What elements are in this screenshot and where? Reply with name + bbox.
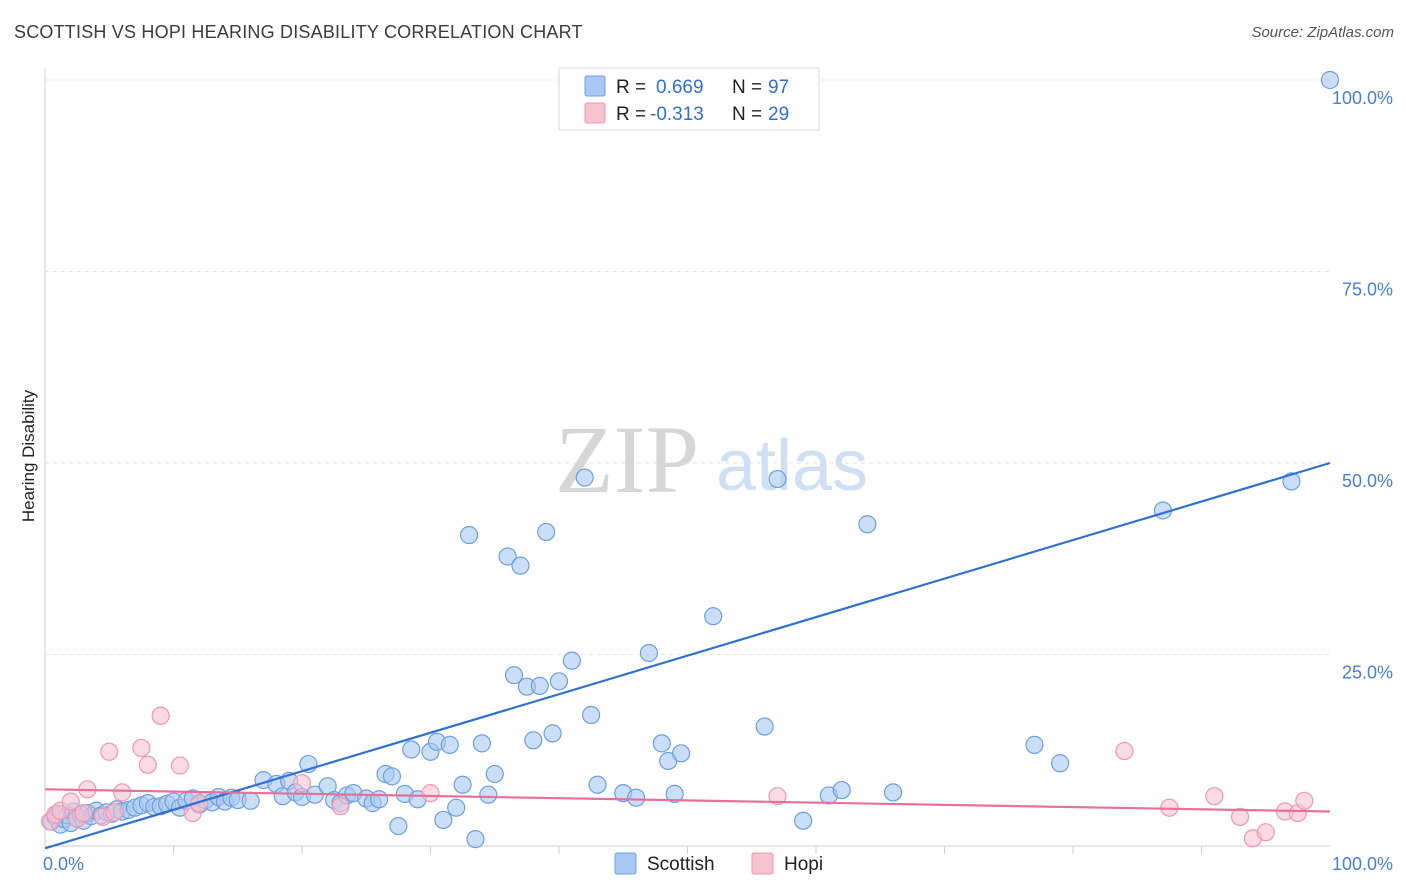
legend-label-scottish: Scottish [647,854,715,875]
point-hopi [1230,807,1250,826]
point-scottish [549,672,569,691]
x-tick-label-max: 100.0% [1332,854,1393,874]
point-hopi [74,803,93,823]
point-hopi [292,774,312,793]
point-scottish [530,676,549,696]
stats-n-value-scottish: 97 [768,77,789,98]
stats-r-label-hopi: R = [616,104,646,125]
point-scottish [504,666,524,685]
point-hopi [100,742,119,761]
point-hopi [1295,791,1314,810]
point-hopi [138,755,157,774]
axes [44,68,1330,847]
point-scottish [434,810,453,830]
point-hopi [768,787,787,806]
point-hopi [105,803,124,822]
point-scottish [832,780,851,800]
point-scottish [794,811,813,830]
point-scottish [498,547,517,566]
legend-swatch-hopi [751,852,774,875]
legend-swatch-scottish [614,852,637,875]
point-hopi [1256,823,1275,842]
point-scottish [671,744,691,763]
point-scottish [1320,70,1340,90]
point-scottish [459,525,479,545]
stats-r-value-scottish: 0.669 [656,77,704,98]
y-tick-label: 100.0% [1332,88,1393,108]
stats-n-value-hopi: 29 [768,104,789,125]
point-scottish [543,724,562,743]
point-scottish [704,607,723,626]
point-scottish [537,522,556,542]
trend-line-hopi [44,788,1331,813]
point-scottish [485,764,504,784]
stats-legend: R = 0.669 N = 97 R = -0.313 N = 29 [558,67,820,131]
watermark-atlas: atlas [716,426,868,506]
point-hopi [112,783,132,802]
point-scottish [588,775,607,794]
trend-lines [44,461,1331,850]
point-hopi [1115,741,1134,761]
stats-legend-swatch-scottish [584,75,606,97]
point-hopi [1205,787,1224,806]
watermark-zip: ZIP [555,406,699,513]
legend-label-hopi: Hopi [784,854,823,875]
y-tick-label: 50.0% [1342,471,1393,491]
stats-legend-swatch-hopi [584,102,606,124]
x-tick-label-min: 0.0% [43,854,84,874]
x-tick-labels: 0.0% 100.0% [43,854,1393,874]
watermark: ZIP atlas [555,406,868,513]
stats-r-value-hopi: -0.313 [650,104,704,125]
stats-n-label-scottish: N = [732,77,762,98]
source-note: Source: ZipAtlas.com [1251,24,1394,41]
point-scottish [453,775,472,794]
point-scottish [524,731,543,750]
point-scottish [768,469,787,489]
point-hopi [132,738,151,758]
y-tick-label: 75.0% [1342,280,1393,300]
stats-n-label-hopi: N = [732,104,762,125]
y-tick-label: 25.0% [1342,663,1393,683]
point-scottish [479,785,498,804]
point-scottish [472,734,491,753]
y-tick-labels: 25.0% 50.0% 75.0% 100.0% [1332,88,1393,683]
point-scottish [639,643,659,663]
point-scottish [665,784,684,804]
series-legend: Scottish Hopi [614,852,823,875]
point-scottish [511,556,530,575]
point-hopi [170,756,190,775]
point-scottish [1282,472,1301,491]
point-scottish [402,740,421,759]
chart-title: SCOTTISH VS HOPI HEARING DISABILITY CORR… [14,22,583,42]
point-scottish [389,816,408,836]
y-axis-title: Hearing Disability [19,389,38,522]
point-scottish [883,783,903,802]
point-scottish [858,515,877,534]
point-hopi [61,792,80,811]
point-scottish [575,468,594,487]
point-scottish [626,788,646,807]
point-scottish [382,767,402,786]
point-scottish [1025,735,1044,754]
point-scottish [440,735,459,754]
point-scottish [447,798,466,817]
point-scottish [755,717,774,736]
point-scottish [1051,754,1070,773]
point-scottish [241,791,260,810]
point-scottish [582,705,601,725]
data-points [41,70,1340,849]
point-scottish [562,651,581,670]
stats-r-label-scottish: R = [616,77,646,98]
point-scottish [370,790,389,809]
point-scottish [466,830,485,849]
point-hopi [421,784,440,803]
point-hopi [151,706,170,725]
point-hopi [331,797,350,816]
trend-line-scottish [44,461,1331,850]
point-scottish [652,734,671,753]
